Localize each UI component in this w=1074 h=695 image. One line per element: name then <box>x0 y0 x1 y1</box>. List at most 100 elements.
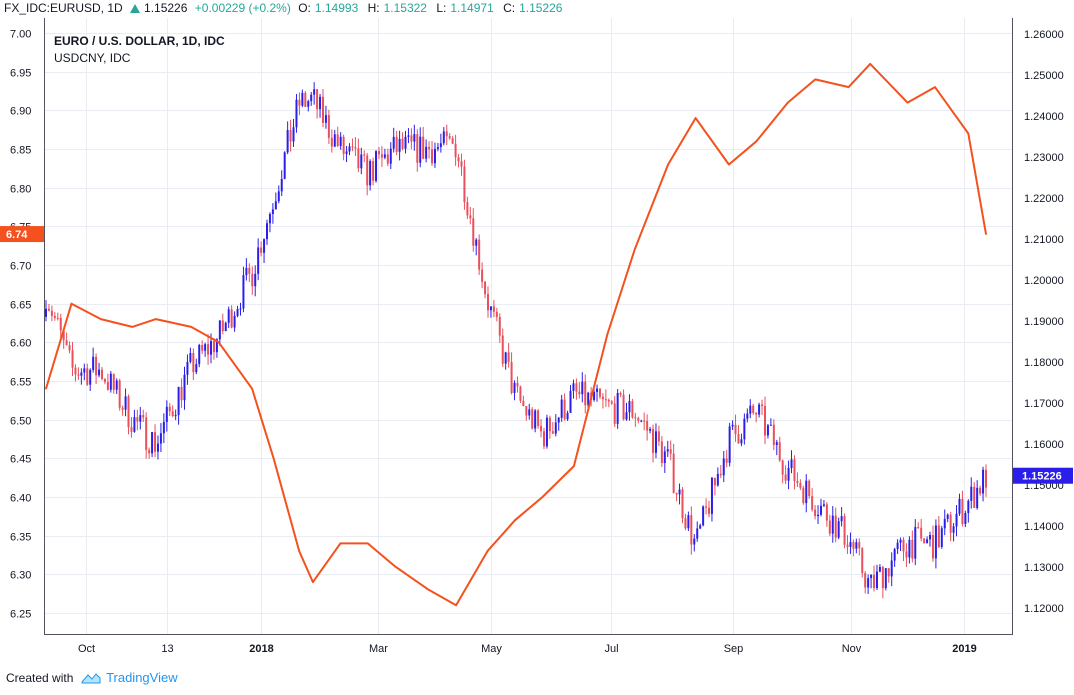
x-tick-label: May <box>481 643 502 655</box>
candle-body <box>154 432 157 452</box>
header-close-label: C: <box>503 1 516 15</box>
candle-body <box>581 381 584 395</box>
candle-body <box>142 415 145 418</box>
candle-body <box>221 320 224 332</box>
candle-body <box>245 267 248 276</box>
left-tick-label: 6.95 <box>10 68 31 80</box>
candle-body <box>837 521 840 538</box>
header-open-value: 1.14993 <box>314 1 359 15</box>
candle-body <box>389 148 392 164</box>
header-close-value: 1.15226 <box>519 1 563 15</box>
candle-body <box>946 514 949 519</box>
candle-body <box>425 146 428 159</box>
candle-body <box>890 560 893 577</box>
candle-body <box>731 424 734 427</box>
candle-body <box>292 127 295 142</box>
candle-body <box>336 134 339 146</box>
candle-body <box>266 223 269 240</box>
candle-body <box>607 399 610 402</box>
candle-body <box>304 92 307 107</box>
candle-body <box>189 353 192 362</box>
candle-body <box>722 458 725 476</box>
candle-body <box>472 218 475 246</box>
usdcny-point <box>298 550 300 552</box>
candle-body <box>855 542 858 549</box>
candle-body <box>681 489 684 519</box>
candle-body <box>593 392 596 401</box>
candle-body <box>106 381 109 390</box>
candle-body <box>395 136 398 152</box>
left-tick-label: 6.25 <box>10 609 31 621</box>
candle-body <box>531 409 534 429</box>
candle-body <box>610 401 613 404</box>
usdcny-point <box>217 341 220 344</box>
candle-body <box>828 520 831 534</box>
usdcny-point <box>667 163 669 166</box>
right-tick-label: 1.17000 <box>1024 398 1064 410</box>
candle-body <box>528 409 531 416</box>
candle-body <box>445 131 448 137</box>
candle-body <box>174 415 177 417</box>
candle-body <box>896 542 899 550</box>
candle-body <box>357 148 360 169</box>
candle-body <box>115 380 118 390</box>
candle-body <box>383 154 386 158</box>
candle-body <box>50 310 53 316</box>
candle-body <box>654 431 657 453</box>
candle-body <box>133 417 136 432</box>
usdcny-point <box>633 248 636 251</box>
x-tick-label: 13 <box>161 643 173 655</box>
x-tick-label: 2018 <box>249 643 273 655</box>
candle-body <box>195 364 198 373</box>
candle-body <box>601 396 604 400</box>
candle-body <box>475 239 478 246</box>
candle-body <box>148 449 151 454</box>
candle-body <box>781 460 784 475</box>
candle-body <box>566 412 569 420</box>
candle-body <box>899 539 902 543</box>
right-last-value-badge <box>1013 467 1073 484</box>
candle-body <box>917 527 920 529</box>
chart-subtitle[interactable]: USDCNY, IDC <box>54 51 131 65</box>
right-last-value-label: 1.15226 <box>1022 471 1062 483</box>
right-tick-label: 1.13000 <box>1024 562 1064 574</box>
candle-body <box>881 566 884 589</box>
candle-body <box>846 544 849 547</box>
candle-body <box>710 477 713 514</box>
candle-body <box>198 345 201 365</box>
candle-body <box>136 417 139 422</box>
candle-body <box>849 542 852 547</box>
candle-body <box>210 341 213 355</box>
candle-body <box>112 373 115 390</box>
candle-body <box>678 489 681 495</box>
candle-body <box>510 362 513 393</box>
left-tick-label: 6.45 <box>10 454 31 466</box>
candle-body <box>95 356 98 376</box>
candle-body <box>481 269 484 282</box>
candle-body <box>758 404 761 415</box>
candle-body <box>227 309 230 323</box>
candle-body <box>613 403 616 424</box>
footer-brand[interactable]: TradingView <box>106 670 178 685</box>
right-tick-label: 1.25000 <box>1024 70 1064 82</box>
candle-body <box>672 453 675 493</box>
left-tick-label: 6.85 <box>10 145 31 157</box>
usdcny-line <box>45 62 987 607</box>
header-symbol[interactable]: FX_IDC:EURUSD, 1D <box>4 1 123 15</box>
candle-body <box>834 515 837 538</box>
candle-body <box>584 381 587 406</box>
candle-body <box>442 131 445 144</box>
right-tick-label: 1.23000 <box>1024 152 1064 164</box>
usdcny-point <box>786 101 789 104</box>
chart-title[interactable]: EURO / U.S. DOLLAR, 1D, IDC <box>54 34 225 48</box>
candle-body <box>598 388 601 397</box>
usdcny-point <box>155 318 157 320</box>
candle-body <box>504 352 507 364</box>
candle-body <box>392 136 395 149</box>
candle-body <box>702 506 705 526</box>
candle-body <box>100 369 103 379</box>
candle-body <box>354 147 357 149</box>
candle-body <box>242 275 245 309</box>
candle-body <box>657 431 660 442</box>
